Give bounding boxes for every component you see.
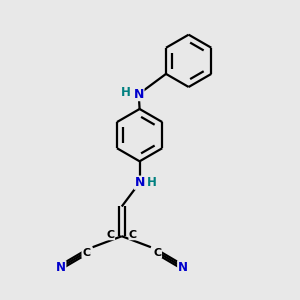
Text: H: H: [147, 176, 157, 189]
Text: N: N: [56, 261, 66, 274]
Text: C: C: [129, 230, 137, 240]
Text: N: N: [178, 261, 188, 274]
Text: N: N: [134, 88, 144, 100]
Text: N: N: [134, 176, 145, 189]
Text: C: C: [82, 248, 90, 257]
Text: C: C: [153, 248, 161, 257]
Text: H: H: [121, 86, 131, 99]
Text: C: C: [106, 230, 115, 240]
